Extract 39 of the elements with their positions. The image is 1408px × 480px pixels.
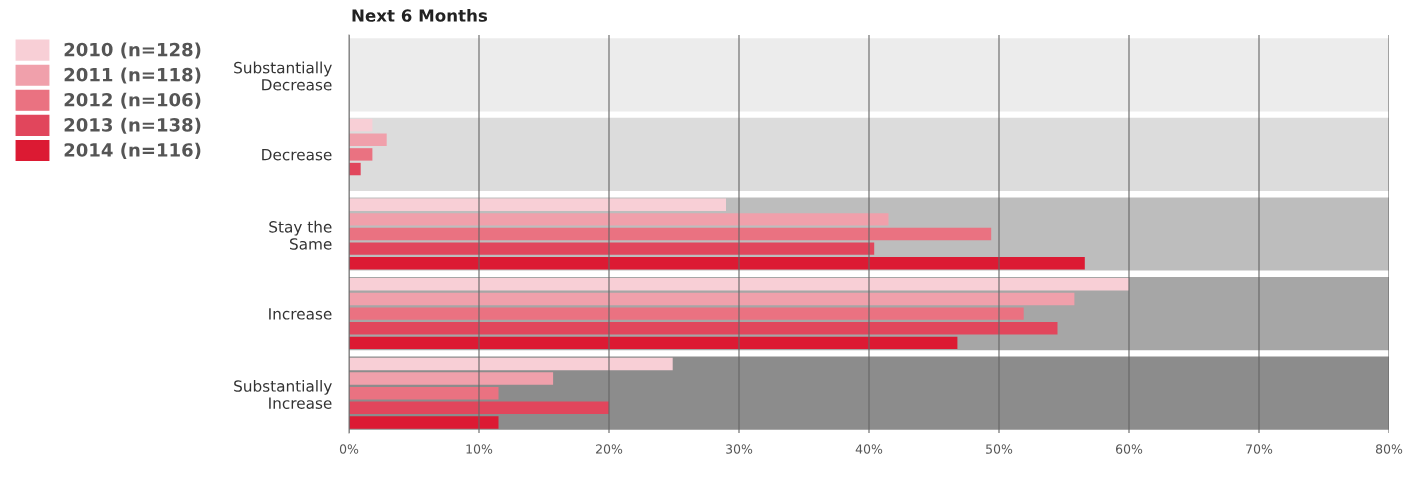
bar: [349, 416, 499, 429]
chart-title: Next 6 Months: [352, 8, 488, 22]
bar: [349, 278, 1129, 291]
legend-label: 2014 (n=116): [64, 142, 201, 159]
bar: [349, 118, 373, 132]
x-tick-label: 0%: [339, 444, 359, 454]
y-tick-label: Decrease: [262, 149, 332, 161]
bar: [349, 336, 958, 350]
x-tick-label: 30%: [726, 444, 753, 454]
y-tick-label: Substantially Decrease: [234, 61, 332, 91]
y-tick-label: Stay the Same: [269, 220, 332, 250]
bar: [349, 162, 361, 176]
legend-label: 2012 (n=106): [64, 92, 201, 109]
bar: [349, 357, 673, 371]
bar: [349, 292, 1075, 306]
bar: [349, 386, 499, 400]
y-tick-label: Substantially Increase: [234, 380, 332, 409]
x-tick-label: 80%: [1375, 444, 1403, 454]
bar: [349, 372, 554, 385]
x-tick-label: 40%: [855, 444, 883, 454]
bar: [349, 401, 609, 415]
x-tick-label: 60%: [1115, 444, 1143, 454]
bar: [349, 257, 1085, 270]
bar: [349, 227, 992, 241]
x-tick-label: 50%: [986, 444, 1013, 454]
bar: [349, 133, 387, 146]
bar: [349, 198, 726, 211]
bar: [349, 307, 1024, 320]
y-tick-label: Increase: [269, 308, 332, 320]
legend-label: 2013 (n=138): [64, 117, 201, 134]
bar: [349, 148, 373, 161]
bar: [349, 213, 889, 226]
legend-label: 2011 (n=118): [64, 67, 201, 84]
x-tick-label: 20%: [596, 444, 623, 454]
x-tick-label: 10%: [466, 444, 493, 454]
legend-label: 2010 (n=128): [64, 42, 201, 59]
bar: [349, 322, 1058, 335]
bar: [349, 242, 875, 255]
x-tick-label: 70%: [1246, 444, 1273, 454]
